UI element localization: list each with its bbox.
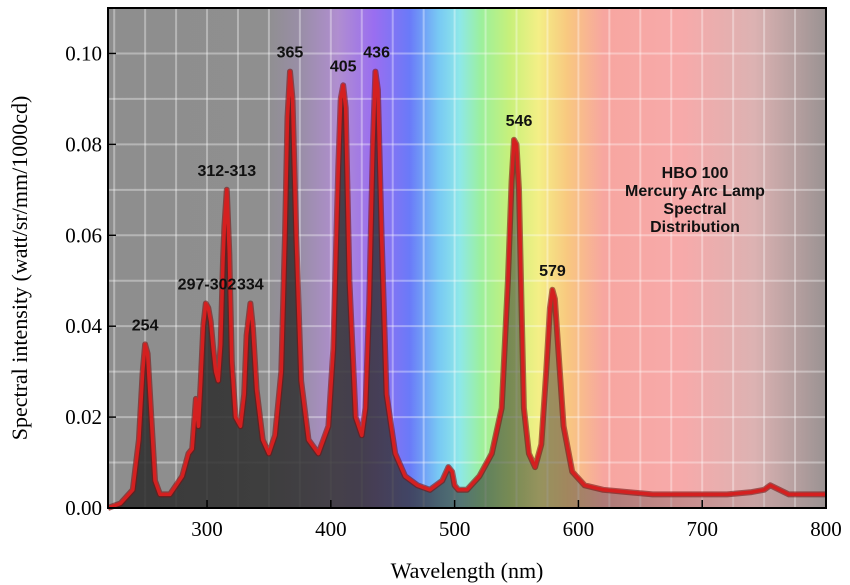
chart-note-line: HBO 100	[662, 165, 729, 182]
annotations: 254 297-302 312-313 334 365 405 436 546 579 HBO 1…	[132, 45, 765, 335]
plot-frame	[107, 7, 827, 509]
peak-label: 365	[277, 45, 304, 62]
axes: 300 400 500 600 700 800 0.00 0.02 0.04 0.06 0.08 0.…	[7, 7, 842, 583]
peak-label: 334	[237, 276, 264, 293]
peak-label: 436	[363, 45, 390, 62]
y-tick-label: 0.10	[65, 41, 102, 65]
peak-label: 405	[330, 58, 357, 75]
peak-label: 312-313	[197, 163, 256, 180]
x-tick-label: 500	[439, 517, 471, 541]
x-tick-label: 300	[191, 517, 223, 541]
y-tick-label: 0.08	[65, 132, 102, 156]
peak-label: 297-302	[178, 276, 237, 293]
x-tick-label: 400	[315, 517, 347, 541]
y-tick-label: 0.02	[65, 405, 102, 429]
y-tick-label: 0.04	[65, 314, 102, 338]
peak-label: 254	[132, 317, 159, 334]
x-axis-title: Wavelength (nm)	[391, 558, 544, 583]
peak-label: 546	[506, 113, 533, 130]
chart-note-line: Mercury Arc Lamp	[625, 183, 765, 200]
y-tick-label: 0.06	[65, 223, 102, 247]
x-tick-label: 600	[563, 517, 595, 541]
grid	[108, 7, 826, 508]
chart-note-line: Distribution	[650, 219, 740, 236]
data-layer	[106, 68, 826, 511]
y-tick-label: 0.00	[65, 496, 102, 520]
peak-label: 579	[539, 263, 566, 280]
x-tick-label: 700	[686, 517, 718, 541]
spectrum-line	[107, 69, 826, 510]
y-axis-title: Spectral intensity (watt/sr/mm/1000cd)	[7, 96, 32, 441]
chart-note-line: Spectral	[663, 201, 726, 218]
x-tick-label: 800	[810, 517, 842, 541]
